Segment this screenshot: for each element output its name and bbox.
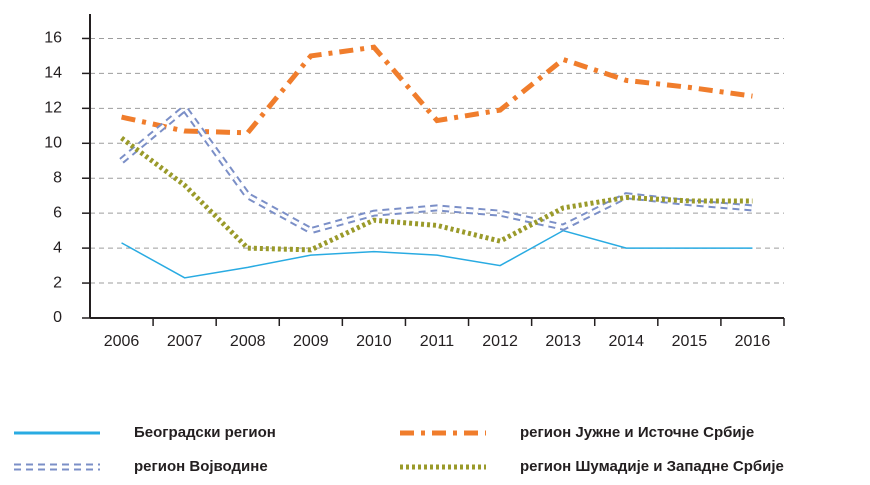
series-line	[121, 229, 753, 279]
series-line	[119, 103, 753, 235]
y-tick-label: 2	[53, 274, 62, 291]
legend-label: регион Шумадије и Западне Србије	[520, 458, 784, 475]
legend-label: регион Војводине	[134, 458, 268, 475]
legend-label: Београдски регион	[134, 424, 276, 441]
x-tick-label: 2012	[482, 333, 518, 350]
y-tick-label: 16	[44, 30, 62, 47]
y-tick-label: 0	[53, 309, 62, 326]
y-tick-label: 10	[44, 135, 62, 152]
x-tick-label: 2011	[420, 333, 455, 350]
series-line	[120, 106, 753, 233]
y-tick-label: 12	[44, 100, 62, 117]
y-tick-label: 8	[53, 169, 62, 186]
series-line	[121, 44, 753, 136]
y-tick-label: 14	[44, 65, 62, 82]
x-tick-label: 2006	[104, 333, 140, 350]
legend-label: регион Јужне и Источне Србије	[520, 424, 754, 441]
y-tick-label: 6	[53, 204, 62, 221]
x-tick-label: 2015	[672, 333, 708, 350]
x-tick-label: 2008	[230, 333, 266, 350]
x-tick-label: 2009	[293, 333, 329, 350]
series-line	[120, 136, 753, 253]
x-tick-label: 2010	[356, 333, 392, 350]
x-tick-label: 2016	[735, 333, 771, 350]
y-tick-label: 4	[53, 239, 62, 256]
x-tick-label: 2014	[608, 333, 644, 350]
x-tick-label: 2013	[545, 333, 581, 350]
x-tick-label: 2007	[167, 333, 203, 350]
